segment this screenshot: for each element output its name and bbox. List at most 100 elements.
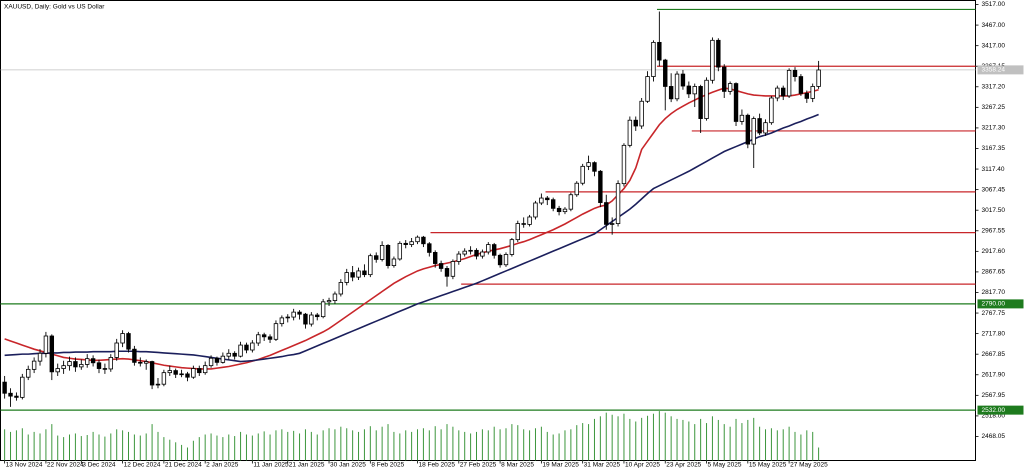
- candle-body: [332, 293, 338, 301]
- x-tick-label: 31 Mar 2025: [584, 462, 621, 469]
- candle-body: [108, 357, 113, 370]
- candle-body: [757, 118, 762, 134]
- candle-body: [61, 365, 66, 369]
- candle-body: [491, 244, 497, 256]
- price-label: 2532.00: [982, 407, 1006, 414]
- y-tick-label: 2817.70: [982, 289, 1006, 296]
- x-tick-label: 12 Dec 2024: [124, 462, 161, 469]
- candle-body: [745, 114, 751, 145]
- candle-body: [320, 301, 326, 318]
- candle-body: [651, 41, 656, 77]
- candle-body: [674, 73, 680, 100]
- candle-body: [462, 250, 467, 255]
- candle-body: [586, 162, 591, 167]
- moving-average-line: [4, 113, 819, 363]
- candle-body: [279, 317, 285, 325]
- candle-body: [143, 361, 149, 364]
- candle-body: [716, 39, 721, 68]
- candle-body: [197, 368, 202, 374]
- price-label: 3358.24: [982, 67, 1006, 74]
- x-tick-label: 13 Nov 2024: [6, 462, 43, 469]
- candle-body: [96, 362, 102, 369]
- candle-body: [102, 368, 108, 370]
- y-tick-label: 3117.40: [982, 166, 1005, 173]
- candle-body: [592, 162, 597, 172]
- candle-body: [686, 85, 692, 95]
- candle-body: [486, 244, 491, 253]
- candle-body: [474, 249, 479, 257]
- candle-body: [114, 342, 119, 358]
- candle-body: [256, 334, 261, 344]
- candle-body: [645, 76, 650, 102]
- candle-body: [438, 263, 444, 269]
- candle-body: [368, 255, 373, 276]
- candle-body: [450, 261, 456, 277]
- y-tick-label: 3467.00: [982, 22, 1006, 29]
- candle-body: [668, 86, 674, 100]
- candle-body: [126, 333, 131, 350]
- y-tick-label: 3517.00: [982, 1, 1006, 8]
- candle-body: [179, 373, 184, 376]
- candle-body: [391, 258, 397, 266]
- candle-body: [338, 282, 344, 295]
- candle-body: [550, 199, 556, 209]
- candle-body: [798, 76, 804, 94]
- y-tick-label: 3067.45: [982, 186, 1006, 193]
- x-tick-label: 21 Dec 2024: [165, 462, 202, 469]
- candle-body: [267, 336, 273, 340]
- price-label-box: [977, 65, 1024, 75]
- candle-body: [350, 272, 355, 278]
- candle-body: [67, 361, 72, 367]
- candle-body: [775, 87, 780, 99]
- y-tick-label: 2468.05: [982, 433, 1006, 440]
- candle-body: [769, 97, 774, 124]
- candle-body: [344, 272, 349, 283]
- y-tick-label: 2667.85: [982, 351, 1006, 358]
- candle-body: [232, 352, 237, 357]
- candle-body: [167, 370, 172, 374]
- candle-body: [202, 365, 208, 374]
- candle-body: [79, 364, 84, 368]
- candle-body: [810, 86, 815, 99]
- chart-title: XAUUSD, Daily: Gold vs US Dollar: [4, 4, 105, 11]
- candle-body: [297, 311, 302, 315]
- candle-body: [763, 122, 768, 134]
- candle-body: [362, 270, 367, 276]
- candle-body: [527, 216, 532, 225]
- candle-body: [43, 335, 49, 354]
- candle-body: [751, 118, 756, 145]
- candle-body: [214, 357, 220, 363]
- candle-body: [427, 243, 432, 253]
- candle-body: [804, 93, 810, 99]
- candle-body: [657, 41, 662, 61]
- candle-body: [132, 348, 137, 363]
- candle-body: [26, 368, 31, 378]
- x-tick-label: 8 Mar 2025: [501, 462, 534, 469]
- candle-body: [562, 208, 568, 213]
- candle-body: [155, 383, 161, 386]
- x-tick-label: 19 Mar 2025: [542, 462, 579, 469]
- candle-body: [816, 69, 821, 87]
- candle-body: [598, 170, 603, 203]
- candle-body: [415, 236, 420, 243]
- x-tick-label: 27 Feb 2025: [460, 462, 497, 469]
- x-tick-label: 22 Nov 2024: [47, 462, 84, 469]
- candle-body: [208, 357, 214, 367]
- x-tick-label: 11 Jan 2025: [253, 462, 289, 469]
- candle-body: [73, 361, 78, 368]
- candle-body: [379, 245, 385, 260]
- candle-body: [727, 83, 733, 92]
- candle-body: [786, 69, 792, 97]
- y-tick-label: 2518.00: [982, 413, 1006, 420]
- y-tick-label: 3017.50: [982, 207, 1006, 214]
- price-label: 2790.00: [982, 301, 1006, 308]
- candle-body: [710, 39, 715, 81]
- candle-body: [633, 119, 638, 127]
- x-tick-label: 10 Apr 2025: [625, 462, 660, 469]
- candle-body: [220, 355, 226, 363]
- x-tick-label: 15 May 2025: [749, 462, 787, 469]
- y-tick-label: 2717.80: [982, 330, 1006, 337]
- candle-body: [468, 249, 473, 252]
- candle-body: [480, 251, 485, 257]
